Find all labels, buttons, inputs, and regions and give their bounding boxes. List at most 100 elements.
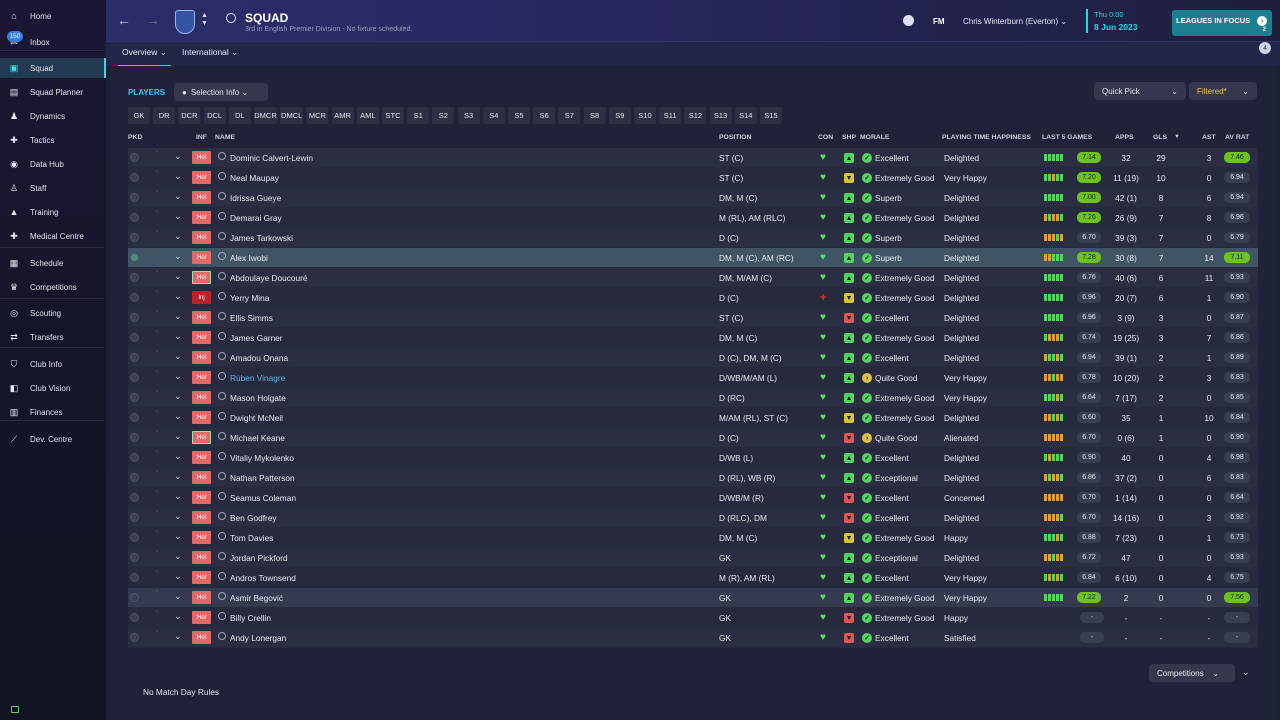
player-name[interactable]: Alex Iwobi bbox=[230, 253, 268, 263]
player-name[interactable]: Idrissa Gueye bbox=[230, 193, 282, 203]
player-name[interactable]: Nathan Patterson bbox=[230, 473, 295, 483]
selection-tick-icon[interactable]: ˇ bbox=[156, 491, 159, 498]
table-row[interactable]: ˇ ⌄ Hol Asmir Begović GK ♥ ▲ ✓ Extremely Good Ver… bbox=[128, 588, 1258, 608]
club-crest-icon[interactable] bbox=[175, 10, 195, 34]
row-menu-chevron-icon[interactable]: ⌄ bbox=[174, 371, 182, 381]
sidebar-item-data-hub[interactable]: ◉ Data Hub bbox=[0, 154, 104, 174]
player-name[interactable]: Billy Crellin bbox=[230, 613, 272, 623]
col-position[interactable]: POSITION bbox=[719, 134, 752, 141]
competitions-dropdown[interactable]: Competitions ⌄ bbox=[1149, 664, 1235, 682]
pick-checkbox[interactable] bbox=[130, 413, 139, 422]
selection-tick-icon[interactable]: ˇ bbox=[156, 571, 159, 578]
sidebar-item-club-info[interactable]: ⛉ Club Info bbox=[0, 354, 104, 374]
player-name[interactable]: Vitaliy Mykolenko bbox=[230, 453, 294, 463]
position-filter-s8[interactable]: S8 bbox=[583, 107, 606, 124]
row-menu-chevron-icon[interactable]: ⌄ bbox=[174, 451, 182, 461]
game-date[interactable]: Thu 0:00 8 Jun 2023 bbox=[1086, 9, 1137, 33]
sidebar-item-tactics[interactable]: ✚ Tactics bbox=[0, 130, 104, 150]
position-filter-gk[interactable]: GK bbox=[128, 107, 150, 124]
col-shp[interactable]: SHP bbox=[842, 134, 856, 141]
table-row[interactable]: ˇ ⌄ Hol Dominic Calvert-Lewin ST (C) ♥ ▲ ✓ Excel… bbox=[128, 148, 1258, 168]
player-name[interactable]: Yerry Mina bbox=[230, 293, 270, 303]
player-name[interactable]: Dominic Calvert-Lewin bbox=[230, 153, 313, 163]
pick-checkbox[interactable] bbox=[130, 273, 139, 282]
sidebar-item-medical-centre[interactable]: ✚ Medical Centre bbox=[0, 226, 104, 246]
selection-tick-icon[interactable]: ˇ bbox=[156, 311, 159, 318]
player-name[interactable]: James Tarkowski bbox=[230, 233, 294, 243]
pick-checkbox[interactable] bbox=[130, 253, 139, 262]
position-filter-amr[interactable]: AMR bbox=[331, 107, 354, 124]
back-arrow-icon[interactable]: ← bbox=[117, 12, 131, 28]
col-avrat[interactable]: AV RAT bbox=[1225, 134, 1250, 141]
sort-desc-icon[interactable]: ▼ bbox=[1174, 134, 1180, 140]
pick-checkbox[interactable] bbox=[130, 373, 139, 382]
player-name[interactable]: Tom Davies bbox=[230, 533, 274, 543]
table-row[interactable]: ˇ ⌄ Hol Ben Godfrey D (RLC), DM ♥ ▼ ✓ Excellent D… bbox=[128, 508, 1258, 528]
sidebar-item-staff[interactable]: ♙ Staff bbox=[0, 178, 104, 198]
col-con[interactable]: CON bbox=[818, 134, 834, 141]
pick-checkbox[interactable] bbox=[130, 513, 139, 522]
selection-tick-icon[interactable]: ˇ bbox=[156, 231, 159, 238]
selection-tick-icon[interactable]: ˇ bbox=[156, 591, 159, 598]
filter-button[interactable]: Filtered* ⌄ bbox=[1189, 82, 1257, 100]
position-filter-s6[interactable]: S6 bbox=[533, 107, 556, 124]
selection-tick-icon[interactable]: ˇ bbox=[156, 251, 159, 258]
row-menu-chevron-icon[interactable]: ⌄ bbox=[174, 491, 182, 501]
row-menu-chevron-icon[interactable]: ⌄ bbox=[174, 351, 182, 361]
position-filter-dmcl[interactable]: DMCL bbox=[280, 107, 304, 124]
position-filter-dcr[interactable]: DCR bbox=[178, 107, 201, 124]
row-menu-chevron-icon[interactable]: ⌄ bbox=[174, 171, 182, 181]
row-menu-chevron-icon[interactable]: ⌄ bbox=[174, 611, 182, 621]
notification-count[interactable]: 4 bbox=[1259, 42, 1271, 54]
expand-chevron-icon[interactable]: ⌄ bbox=[1242, 667, 1250, 677]
pick-checkbox[interactable] bbox=[130, 633, 139, 642]
selection-tick-icon[interactable]: ˇ bbox=[156, 551, 159, 558]
table-row[interactable]: ˇ ⌄ Hol Rúben Vinagre D/WB/M/AM (L) ♥ ▲ › Quite … bbox=[128, 368, 1258, 388]
player-name[interactable]: Andy Lonergan bbox=[230, 633, 287, 643]
pick-checkbox[interactable] bbox=[130, 293, 139, 302]
position-filter-dmcr[interactable]: DMCR bbox=[254, 107, 277, 124]
pick-checkbox[interactable] bbox=[130, 393, 139, 402]
selection-tick-icon[interactable]: ˇ bbox=[156, 451, 159, 458]
table-row[interactable]: ˇ ⌄ Hol Vitaliy Mykolenko D/WB (L) ♥ ▲ ✓ Excelle… bbox=[128, 448, 1258, 468]
sidebar-item-training[interactable]: ▲ Training bbox=[0, 202, 104, 222]
pick-checkbox[interactable] bbox=[130, 493, 139, 502]
sidebar-item-finances[interactable]: ▥ Finances bbox=[0, 402, 104, 422]
selection-tick-icon[interactable]: ˇ bbox=[156, 151, 159, 158]
selection-tick-icon[interactable]: ˇ bbox=[156, 371, 159, 378]
football-icon[interactable] bbox=[903, 15, 914, 26]
row-menu-chevron-icon[interactable]: ⌄ bbox=[174, 331, 182, 341]
table-row[interactable]: ˇ ⌄ Hol Seamus Coleman D/WB/M (R) ♥ ▼ ✓ Excellen… bbox=[128, 488, 1258, 508]
selection-tick-icon[interactable]: ˇ bbox=[156, 431, 159, 438]
table-row[interactable]: ˇ ⌄ Hol Ellis Simms ST (C) ♥ ▼ ✓ Excellent Deligh… bbox=[128, 308, 1258, 328]
table-row[interactable]: ˇ ⌄ Hol Jordan Pickford GK ♥ ▲ ✓ Exceptional Deli… bbox=[128, 548, 1258, 568]
row-menu-chevron-icon[interactable]: ⌄ bbox=[174, 191, 182, 201]
position-filter-s7[interactable]: S7 bbox=[558, 107, 581, 124]
col-ast[interactable]: AST bbox=[1202, 134, 1216, 141]
sidebar-item-home[interactable]: ⌂ Home bbox=[0, 6, 104, 26]
pick-checkbox[interactable] bbox=[130, 593, 139, 602]
position-filter-s5[interactable]: S5 bbox=[508, 107, 530, 124]
pick-checkbox[interactable] bbox=[130, 173, 139, 182]
table-row[interactable]: ˇ ⌄ Hol Michael Keane D (C) ♥ ▼ › Quite Good Alie… bbox=[128, 428, 1258, 448]
row-menu-chevron-icon[interactable]: ⌄ bbox=[174, 291, 182, 301]
table-row[interactable]: ˇ ⌄ Hol Billy Crellin GK ♥ ▼ ✓ Extremely Good Hap… bbox=[128, 608, 1258, 628]
row-menu-chevron-icon[interactable]: ⌄ bbox=[174, 311, 182, 321]
pick-checkbox[interactable] bbox=[130, 153, 139, 162]
pick-checkbox[interactable] bbox=[130, 553, 139, 562]
row-menu-chevron-icon[interactable]: ⌄ bbox=[174, 391, 182, 401]
selection-tick-icon[interactable]: ˇ bbox=[156, 171, 159, 178]
selection-tick-icon[interactable]: ˇ bbox=[156, 511, 159, 518]
position-filter-s3[interactable]: S3 bbox=[457, 107, 480, 124]
player-name[interactable]: Neal Maupay bbox=[230, 173, 279, 183]
selection-tick-icon[interactable]: ˇ bbox=[156, 531, 159, 538]
manager-menu[interactable]: Chris Winterburn (Everton) ⌄ bbox=[963, 17, 1068, 26]
sidebar-item-dynamics[interactable]: ♟ Dynamics bbox=[0, 106, 104, 126]
selection-tick-icon[interactable]: ˇ bbox=[156, 611, 159, 618]
pick-checkbox[interactable] bbox=[130, 233, 139, 242]
row-menu-chevron-icon[interactable]: ⌄ bbox=[174, 471, 182, 481]
row-menu-chevron-icon[interactable]: ⌄ bbox=[174, 551, 182, 561]
player-name[interactable]: Seamus Coleman bbox=[230, 493, 296, 503]
row-menu-chevron-icon[interactable]: ⌄ bbox=[174, 591, 182, 601]
selection-tick-icon[interactable]: ˇ bbox=[156, 191, 159, 198]
